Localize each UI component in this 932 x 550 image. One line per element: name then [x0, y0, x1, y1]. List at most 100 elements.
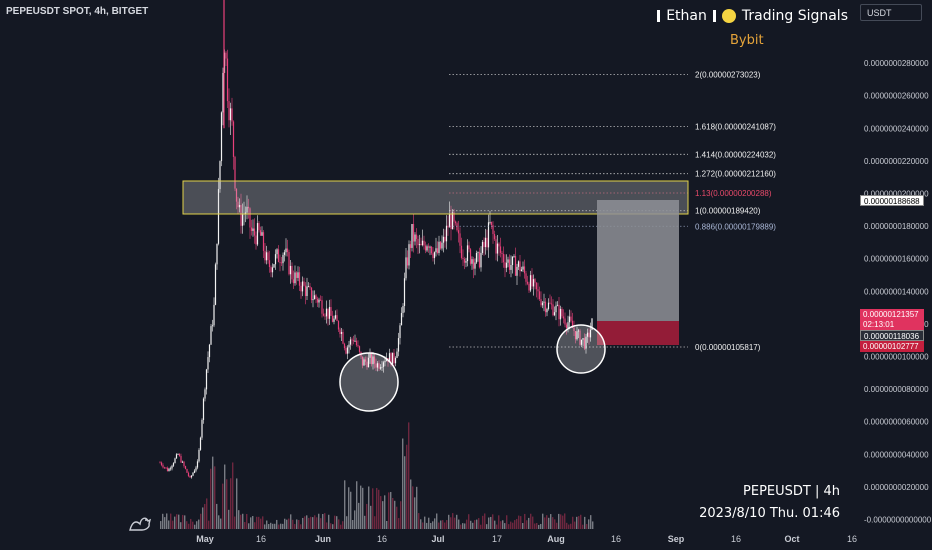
volume-bar [298, 520, 300, 529]
time-axis-label: 17 [492, 534, 502, 544]
volume-bar [334, 515, 336, 529]
volume-bar [492, 514, 494, 529]
candle-body [352, 340, 355, 342]
time-axis-label: Jun [315, 534, 331, 544]
candle-body [558, 304, 560, 320]
candle-body [319, 299, 322, 301]
candle-body [289, 265, 292, 275]
volume-bar [424, 516, 426, 529]
candle-body [468, 245, 470, 250]
volume-bar [222, 483, 224, 529]
candle-body [571, 320, 574, 328]
volume-bar [448, 514, 450, 529]
volume-bar [378, 489, 380, 529]
price-axis-label: 0.0000000240000 [864, 124, 929, 133]
time-axis-label: 16 [611, 534, 621, 544]
candle-body [373, 356, 376, 364]
volume-bar [426, 522, 428, 529]
volume-bar [216, 503, 218, 529]
volume-bar [500, 521, 502, 529]
candle-body [480, 252, 482, 268]
candle-body [556, 304, 559, 306]
candle-body [358, 346, 361, 352]
candle-body [522, 266, 524, 270]
candle-body [307, 286, 310, 288]
volume-bar [304, 516, 306, 529]
candle-body [264, 250, 266, 261]
candle-body [277, 249, 280, 262]
volume-bar [540, 523, 542, 529]
volume-bar [242, 513, 244, 529]
candle-body [400, 313, 403, 326]
candle-body [532, 279, 535, 287]
volume-bar [206, 498, 208, 529]
candle-body [520, 269, 523, 272]
volume-bar [410, 479, 412, 529]
volume-bar [572, 516, 574, 529]
candle-body [402, 305, 404, 314]
tradingview-logo-icon[interactable] [128, 512, 154, 532]
volume-bar [260, 518, 262, 529]
volume-bar [228, 509, 230, 529]
candle-body [328, 307, 331, 319]
candle-body [535, 282, 538, 290]
candle-body [538, 291, 541, 300]
volume-bar [358, 502, 360, 529]
volume-bar [578, 516, 580, 529]
volume-bar [190, 518, 192, 529]
candle-body [471, 259, 473, 264]
candle-body [217, 189, 220, 244]
volume-bar [160, 521, 162, 529]
candle-body [586, 332, 589, 337]
candle-body [552, 304, 554, 316]
candle-body [568, 316, 571, 323]
candle-body [501, 252, 503, 255]
volume-bar [458, 519, 460, 529]
volume-bar [556, 522, 558, 529]
volume-bar [564, 513, 566, 529]
candle-body [517, 261, 520, 267]
candle-body [342, 331, 344, 344]
volume-bar [254, 522, 256, 529]
candle-body [175, 454, 178, 459]
candle-body [226, 58, 229, 102]
volume-bar [310, 516, 312, 529]
volume-bar [248, 523, 250, 529]
candle-body [589, 329, 592, 338]
candle-body [496, 243, 499, 254]
exchange-label: Bybit [730, 33, 764, 48]
candle-body [396, 351, 398, 358]
price-axis-label: 0.0000000160000 [864, 255, 929, 264]
currency-selector[interactable]: USDT [860, 4, 922, 21]
candle-body [357, 345, 359, 347]
support-circle-2 [556, 324, 606, 374]
candle-body [487, 222, 490, 248]
volume-bar [468, 514, 470, 529]
volume-bar [546, 515, 548, 529]
candle-body [186, 468, 188, 473]
candle-body [366, 361, 368, 368]
candle-body [463, 259, 466, 263]
candle-body [435, 248, 437, 253]
candle-body [310, 287, 313, 301]
symbol-interval-label: PEPEUSDT | 4h [743, 484, 840, 499]
candle-body [196, 461, 199, 468]
time-axis-label: Oct [784, 534, 799, 544]
candle-body [334, 315, 337, 319]
price-axis-label: 0.0000000140000 [864, 287, 929, 296]
volume-bar [576, 516, 578, 529]
candle-body [354, 340, 356, 342]
volume-bar [484, 513, 486, 529]
volume-bar [322, 513, 324, 529]
volume-bar [338, 519, 340, 529]
candle-body [570, 316, 572, 321]
volume-bar [192, 521, 194, 529]
price-axis-label: 0.0000000220000 [864, 157, 929, 166]
volume-bar [312, 517, 314, 529]
volume-bar [516, 518, 518, 529]
candle-body [508, 259, 511, 270]
volume-bar [170, 513, 172, 529]
candle-body [220, 112, 223, 162]
candle-body [294, 272, 296, 284]
